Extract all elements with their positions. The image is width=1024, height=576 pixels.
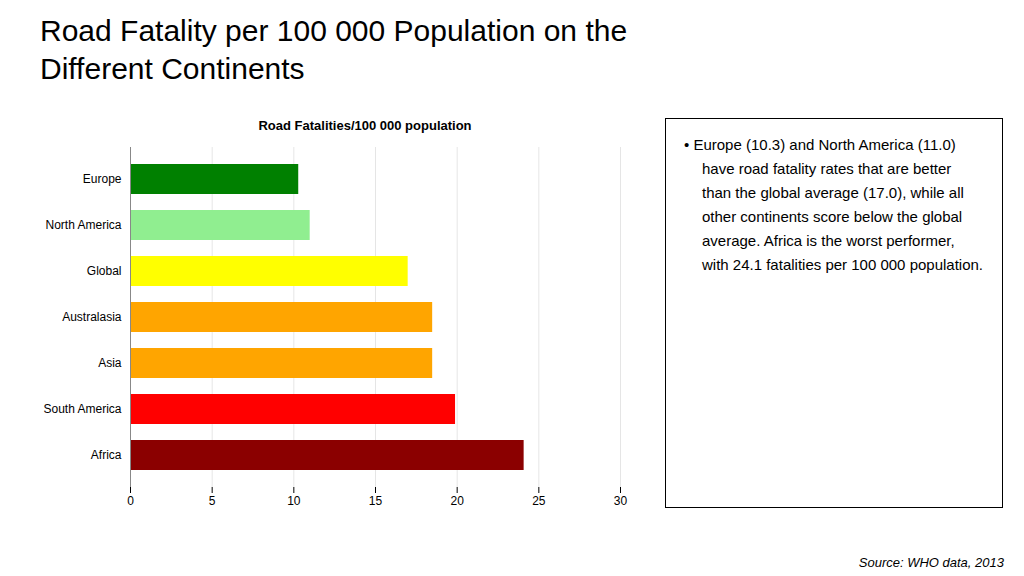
svg-text:0: 0 — [127, 494, 134, 508]
html-text:Road Fatalities/100 000 popula: Road Fatalities/100 000 population — [258, 118, 472, 133]
svg-text:Asia: Asia — [98, 356, 122, 370]
svg-text:15: 15 — [369, 494, 383, 508]
html-text:• Europe (10.3) and North Amer: • Europe (10.3) and North America (11.0)… — [684, 136, 983, 273]
svg-text:10: 10 — [287, 494, 301, 508]
html-text:Road Fatality per 100 000 Popu: Road Fatality per 100 000 Population on … — [40, 14, 628, 85]
svg-text:25: 25 — [532, 494, 546, 508]
svg-text:Australasia: Australasia — [62, 310, 122, 324]
svg-text:20: 20 — [450, 494, 464, 508]
html-text:Source: WHO data, 2013: Source: WHO data, 2013 — [858, 555, 1004, 570]
svg-text:Europe: Europe — [83, 172, 122, 186]
svg-text:5: 5 — [209, 494, 216, 508]
svg-text:30: 30 — [614, 494, 628, 508]
svg-text:Africa: Africa — [91, 448, 122, 462]
svg-text:South America: South America — [43, 402, 121, 416]
svg-text:Global: Global — [87, 264, 122, 278]
svg-text:North America: North America — [45, 218, 121, 232]
